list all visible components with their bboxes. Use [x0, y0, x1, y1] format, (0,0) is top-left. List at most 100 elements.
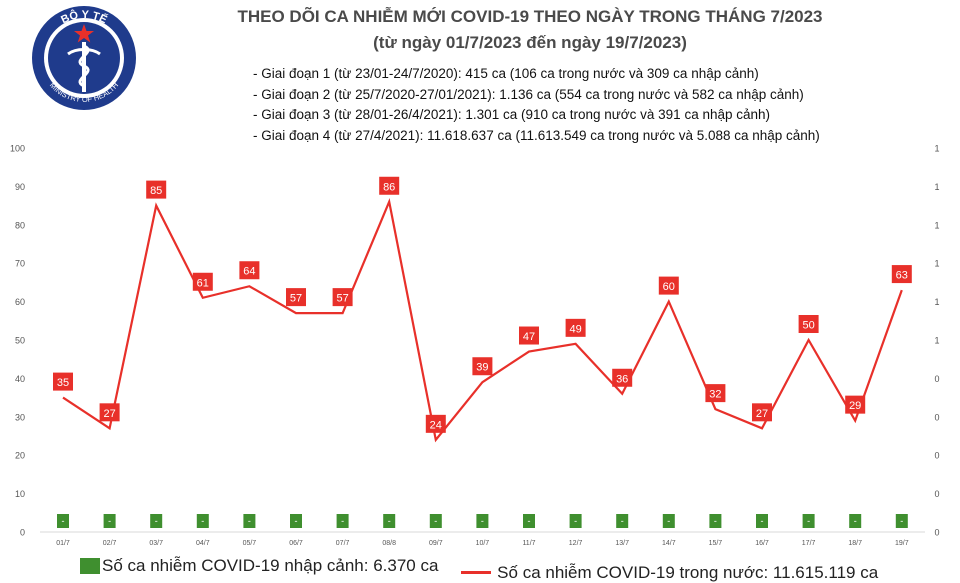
- ministry-of-health-logo: BỘ Y TẾ MINISTRY OF HEALTH: [32, 6, 136, 110]
- data-label-box: [705, 384, 726, 403]
- data-label-box: [146, 180, 167, 199]
- data-label-box: [332, 288, 353, 307]
- bar-data-label: -: [434, 516, 437, 526]
- data-label: 27: [756, 408, 768, 420]
- x-tick-label: 05/7: [243, 540, 257, 547]
- bar-imported: [662, 514, 675, 528]
- data-label: 24: [430, 419, 442, 431]
- y2-tick-label: 1: [934, 297, 939, 307]
- x-tick-label: 18/7: [848, 540, 862, 547]
- data-label: 35: [57, 377, 69, 389]
- legend-item-imported: Số ca nhiễm COVID-19 nhập cảnh: 6.370 ca: [80, 556, 438, 576]
- bar-imported: [849, 514, 862, 528]
- x-tick-label: 10/7: [476, 540, 490, 547]
- y2-tick-label: 1: [934, 144, 939, 154]
- bar-data-label: -: [201, 516, 204, 526]
- bar-data-label: -: [108, 516, 111, 526]
- chart-subtitle: (từ ngày 01/7/2023 đến ngày 19/7/2023): [373, 33, 687, 52]
- bar-data-label: -: [761, 516, 764, 526]
- bar-data-label: -: [621, 516, 624, 526]
- data-label: 49: [569, 323, 581, 335]
- legend-label-imported: Số ca nhiễm COVID-19 nhập cảnh: 6.370 ca: [102, 556, 439, 575]
- bar-imported: [290, 514, 302, 528]
- bar-imported: [429, 514, 442, 528]
- y2-tick-label: 1: [934, 182, 939, 192]
- x-tick-label: 09/7: [429, 540, 443, 547]
- data-label-box: [565, 318, 586, 337]
- bar-data-label: -: [714, 516, 717, 526]
- data-label-box: [519, 326, 539, 345]
- data-label: 57: [290, 293, 302, 305]
- data-label-box: [845, 395, 866, 414]
- y-tick-label: 50: [15, 336, 25, 346]
- y-tick-label: 40: [15, 374, 25, 384]
- bar-imported: [196, 514, 209, 528]
- y2-tick-label: 1: [934, 220, 939, 230]
- y2-tick-label: 0: [934, 451, 939, 461]
- y2-tick-label: 0: [934, 412, 939, 422]
- bar-imported: [476, 514, 489, 528]
- phase-line-1: - Giai đoạn 1 (từ 23/01-24/7/2020): 415 …: [253, 66, 759, 81]
- phase-line-2: - Giai đoạn 2 (từ 25/7/2020-27/01/2021):…: [253, 86, 804, 102]
- x-tick-label: 15/7: [709, 540, 723, 547]
- legend: Số ca nhiễm COVID-19 nhập cảnh: 6.370 ca…: [80, 556, 896, 583]
- bar-imported: [57, 514, 69, 528]
- data-label: 60: [663, 281, 675, 293]
- x-tick-label: 08/8: [382, 540, 396, 547]
- y-tick-label: 0: [20, 528, 25, 538]
- data-label-box: [891, 265, 912, 284]
- svg-text:BỘ Y TẾ: BỘ Y TẾ: [59, 8, 109, 26]
- data-label-box: [798, 315, 819, 333]
- x-tick-label: 03/7: [149, 540, 163, 547]
- data-label-box: [752, 403, 772, 422]
- y-tick-label: 30: [15, 412, 25, 422]
- line-domestic: [62, 197, 903, 443]
- data-label-box: [53, 372, 73, 391]
- bar-imported: [103, 514, 116, 528]
- bar-imported: [336, 514, 349, 528]
- bar-imported: [243, 514, 256, 528]
- x-tick-label: 11/7: [522, 540, 535, 547]
- y2-tick-label: 1: [934, 336, 939, 346]
- data-label-box: [612, 368, 633, 387]
- phase-line-4: - Giai đoạn 4 (từ 27/4/2021): 11.618.637…: [253, 127, 820, 143]
- bar-data-label: -: [807, 516, 810, 526]
- y-tick-label: 70: [15, 259, 25, 269]
- x-tick-label: 12/7: [569, 540, 583, 547]
- bar-imported: [895, 514, 908, 528]
- legend-bar-swatch: [80, 558, 100, 574]
- y-tick-label: 10: [15, 489, 25, 499]
- data-label-box: [472, 357, 493, 376]
- data-label-box: [192, 272, 213, 291]
- data-label: 50: [802, 320, 814, 332]
- data-label-box: [286, 288, 306, 307]
- data-label-box: [99, 403, 120, 422]
- bar-data-label: -: [667, 516, 670, 526]
- y2-tick-label: 0: [934, 528, 939, 538]
- bar-data-label: -: [574, 516, 577, 526]
- bar-data-label: -: [295, 516, 298, 526]
- y2-tick-label: 0: [934, 489, 939, 499]
- x-tick-label: 07/7: [336, 540, 350, 547]
- chart-title: THEO DÕI CA NHIỄM MỚI COVID-19 THEO NGÀY…: [237, 7, 823, 26]
- legend-label-domestic: Số ca nhiễm COVID-19 trong nước: 11.615.…: [497, 562, 879, 582]
- data-label-box: [379, 176, 400, 195]
- data-label: 39: [476, 362, 488, 374]
- bar-data-label: -: [388, 516, 391, 526]
- phase-line-3: - Giai đoạn 3 (từ 28/01-26/4/2021): 1.30…: [253, 107, 771, 122]
- data-label: 63: [896, 270, 908, 282]
- y2-tick-label: 0: [934, 374, 939, 384]
- bar-data-label: -: [248, 516, 251, 526]
- data-label: 61: [197, 277, 209, 289]
- x-tick-label: 06/7: [289, 540, 303, 547]
- data-label: 36: [616, 373, 628, 385]
- legend-item-domestic: Số ca nhiễm COVID-19 trong nước: 11.615.…: [461, 563, 878, 583]
- bar-imported: [383, 514, 396, 528]
- x-tick-label: 16/7: [755, 540, 769, 547]
- x-tick-label: 14/7: [662, 540, 676, 547]
- legend-line-swatch: [461, 571, 492, 574]
- bar-imported: [802, 514, 815, 528]
- bar-data-label: -: [341, 516, 344, 526]
- bar-data-label: -: [854, 516, 857, 526]
- data-label: 86: [383, 181, 395, 193]
